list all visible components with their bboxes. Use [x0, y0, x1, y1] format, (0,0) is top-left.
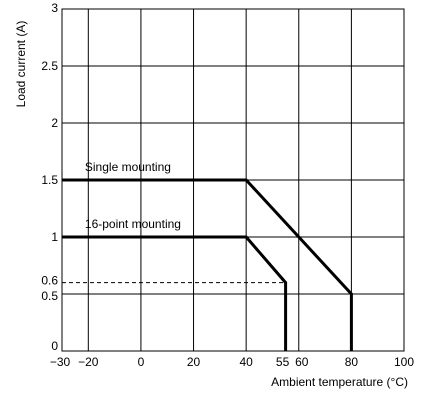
x-tick-label: 100 [394, 355, 414, 369]
x-tick-label: −30 [50, 355, 71, 369]
y-tick-label: 1 [51, 230, 58, 244]
y-tick-label: 0.6 [41, 274, 58, 288]
x-tick-label: 55 [276, 355, 290, 369]
y-tick-labels: 0 0.50.6 1 1.5 2 2.5 3 [41, 1, 58, 353]
y-tick-label: 0 [51, 339, 58, 353]
y-tick-label: 2.5 [41, 59, 58, 73]
y-axis-title: Load current (A) [14, 21, 28, 108]
y-tick-label: 2 [51, 116, 58, 130]
x-tick-label: −20 [78, 355, 99, 369]
x-tick-label: 40 [239, 355, 253, 369]
x-tick-label: 80 [345, 355, 359, 369]
x-tick-label: 60 [295, 355, 309, 369]
y-tick-label: 0.5 [41, 289, 58, 303]
x-tick-label: 20 [187, 355, 201, 369]
x-axis-title: Ambient temperature (°C) [271, 375, 408, 389]
annotations: Single mounting 16-point mounting [85, 160, 181, 231]
y-tick-label: 3 [51, 1, 58, 15]
x-tick-labels: −30 −20 0 20 40 55 60 80 100 [50, 355, 415, 369]
series-line-single-mounting [62, 178, 353, 351]
series-annotation: Single mounting [85, 160, 171, 174]
x-tick-label: 0 [138, 355, 145, 369]
series-lines [62, 178, 353, 351]
series-line-16-point-mounting [62, 235, 288, 351]
series-annotation: 16-point mounting [85, 217, 181, 231]
y-tick-label: 1.5 [41, 173, 58, 187]
